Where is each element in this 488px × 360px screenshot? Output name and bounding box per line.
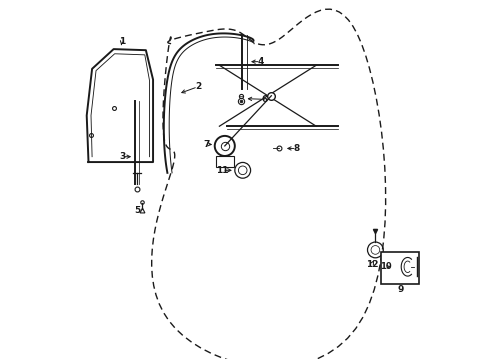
Text: 6: 6	[261, 95, 267, 104]
Text: 11: 11	[216, 166, 228, 175]
Text: 8: 8	[293, 144, 299, 153]
Text: 7: 7	[203, 140, 210, 149]
Text: 10: 10	[379, 262, 390, 271]
Text: 3: 3	[119, 152, 125, 161]
Text: 1: 1	[119, 37, 125, 46]
Bar	[215, 156, 233, 167]
Text: 2: 2	[194, 82, 201, 91]
Text: 9: 9	[396, 285, 403, 294]
Bar	[381, 252, 418, 284]
Text: 5: 5	[134, 206, 140, 215]
Text: 12: 12	[365, 260, 377, 269]
Text: 4: 4	[257, 57, 264, 66]
